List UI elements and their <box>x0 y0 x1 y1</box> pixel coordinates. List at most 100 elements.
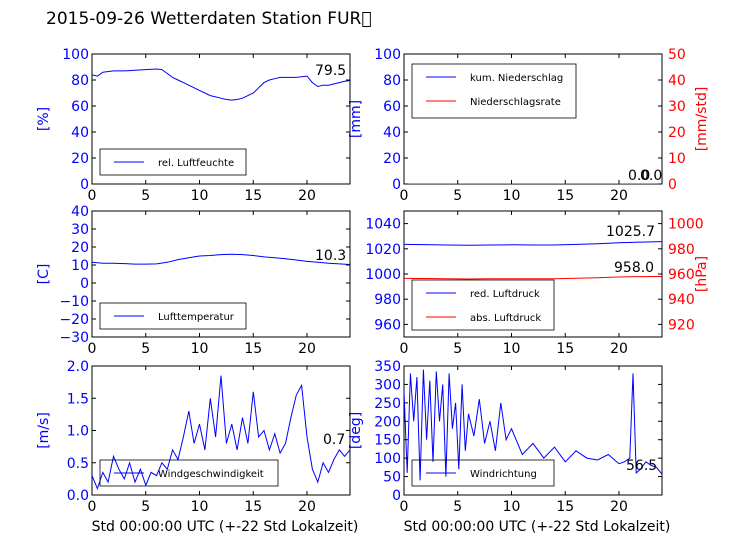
x-tick-label: 10 <box>503 341 521 357</box>
y-tick-label: 980 <box>374 292 401 308</box>
y-axis-label: [deg] <box>348 412 364 449</box>
last-value-label: 0.0 <box>628 168 650 184</box>
x-tick-label: 5 <box>453 341 462 357</box>
y-right-tick-label: 980 <box>668 242 695 258</box>
y-axis-label: [C] <box>36 264 52 285</box>
last-value-right-label: 958.0 <box>614 260 654 276</box>
y-tick-label: 0 <box>392 488 401 504</box>
y-tick-label: 50 <box>383 470 401 486</box>
x-tick-label: 15 <box>244 188 262 204</box>
x-tick-label: 0 <box>400 341 409 357</box>
x-tick-label: 20 <box>610 341 628 357</box>
y-right-tick-label: 920 <box>668 317 695 333</box>
y-right-tick-label: 1000 <box>668 217 704 233</box>
x-tick-label: 0 <box>88 188 97 204</box>
y-tick-label: 40 <box>71 125 89 141</box>
y-tick-label: 200 <box>374 414 401 430</box>
y-tick-label: 1020 <box>365 242 401 258</box>
legend: Windrichtung <box>411 459 555 487</box>
legend-frame <box>411 63 577 119</box>
y-right-tick-label: 940 <box>668 292 695 308</box>
x-tick-label: 10 <box>191 341 209 357</box>
y-axis-label: [%] <box>36 107 52 131</box>
x-tick-label: 15 <box>556 341 574 357</box>
y-tick-label: 350 <box>374 359 401 375</box>
y-tick-label: 1000 <box>365 267 401 283</box>
y-tick-label: 80 <box>383 73 401 89</box>
panel-humidity: 0 5 10 15 20 0 20 40 60 80 100 [%] rel. Luftfeuchte 7… <box>36 47 351 204</box>
series-line-windrichtung <box>404 369 662 481</box>
y-tick-label: 20 <box>71 151 89 167</box>
y-right-tick-label: 10 <box>668 151 686 167</box>
panel-wind_speed: 0 5 10 15 20 0.0 0.5 1.0 1.5 2.0 [m/s] Std 00:00:00… <box>36 359 358 535</box>
plot-frame <box>403 365 663 496</box>
y-tick-label: 80 <box>71 73 89 89</box>
last-value-label: 0.7 <box>323 432 345 448</box>
legend: rel. Luftfeuchte <box>99 148 247 176</box>
legend: kum. Niederschlag Niederschlagsrate <box>411 63 577 119</box>
series-line-red-luftdruck <box>404 241 662 246</box>
y-right-tick-label: 20 <box>668 125 686 141</box>
plot-frame <box>91 210 351 338</box>
y-tick-label: 0 <box>80 177 89 193</box>
y-tick-label: 40 <box>383 125 401 141</box>
y-tick-label: 0 <box>392 177 401 193</box>
last-value-label: 10.3 <box>315 248 346 264</box>
y-tick-label: −30 <box>59 330 89 346</box>
y-tick-label: 10 <box>71 258 89 274</box>
legend: Windgeschwindigkeit <box>99 459 279 487</box>
y-right-tick-label: 30 <box>668 99 686 115</box>
last-value-label: 1025.7 <box>606 224 655 240</box>
series-line-rel-luftfeuchte <box>92 68 350 101</box>
plot-frame <box>91 53 351 185</box>
y-tick-label: 150 <box>374 433 401 449</box>
page-title: 2015-09-26 Wetterdaten Station FUR  <box>46 9 372 29</box>
x-tick-label: 20 <box>298 341 316 357</box>
y-tick-label: 100 <box>374 451 401 467</box>
y-tick-label: 60 <box>71 99 89 115</box>
y-tick-label: 30 <box>71 222 89 238</box>
y-tick-label: −10 <box>59 294 89 310</box>
series-line-abs-luftdruck <box>404 276 662 280</box>
x-tick-label: 15 <box>556 188 574 204</box>
y-tick-label: 250 <box>374 396 401 412</box>
legend-frame <box>411 279 555 331</box>
x-tick-label: 5 <box>141 188 150 204</box>
x-tick-label: 10 <box>191 499 209 515</box>
last-value-label: 79.5 <box>315 63 346 79</box>
legend-label: rel. Luftfeuchte <box>158 158 234 169</box>
y-tick-label: 100 <box>374 47 401 63</box>
panel-pressure: 0 5 10 15 20 960 980 1000 1020 1040 920 940 960 980 10… <box>365 210 710 357</box>
x-tick-label: 20 <box>610 188 628 204</box>
y-axis-label: [mm] <box>348 100 364 138</box>
x-tick-label: 10 <box>503 499 521 515</box>
x-tick-label: 5 <box>141 499 150 515</box>
legend-label: kum. Niederschlag <box>470 73 563 84</box>
y-tick-label: 1040 <box>365 217 401 233</box>
legend-frame <box>99 302 247 330</box>
legend-label: Lufttemperatur <box>158 312 235 323</box>
legend: Lufttemperatur <box>99 302 247 330</box>
legend-frame <box>99 148 247 176</box>
legend-label: Niederschlagsrate <box>470 97 561 108</box>
y-tick-label: 0 <box>80 276 89 292</box>
y-tick-label: 0.0 <box>67 488 89 504</box>
x-tick-label: 5 <box>453 188 462 204</box>
y-tick-label: 1.0 <box>67 424 89 440</box>
x-tick-label: 0 <box>400 499 409 515</box>
legend-label: Windgeschwindigkeit <box>158 469 264 480</box>
x-axis-label: Std 00:00:00 UTC (+-22 Std Lokalzeit) <box>404 519 671 535</box>
y-tick-label: 1.5 <box>67 391 89 407</box>
y-tick-label: 60 <box>383 99 401 115</box>
panel-temperature: 0 5 10 15 20 −30 −20 −10 0 10 20 30 40 [C] Lufttempera… <box>36 204 351 357</box>
last-value-label: 56.5 <box>626 458 657 474</box>
series-line-windgeschwindigkeit <box>92 375 350 491</box>
last-value-right-label: 0.0 <box>640 168 662 184</box>
y-right-axis-label: [hPa] <box>694 256 710 292</box>
y-tick-label: −20 <box>59 312 89 328</box>
y-tick-label: 20 <box>383 151 401 167</box>
x-tick-label: 20 <box>298 499 316 515</box>
y-tick-label: 20 <box>71 240 89 256</box>
x-tick-label: 15 <box>244 341 262 357</box>
